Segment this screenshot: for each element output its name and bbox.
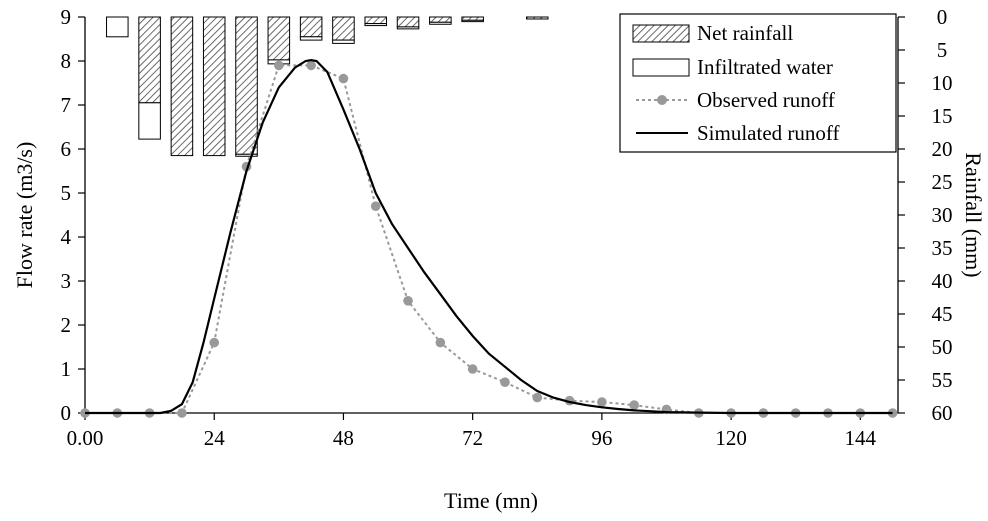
y2-tick-label: 45 [932, 302, 953, 326]
net-rainfall-bar [267, 16, 291, 61]
y-tick-label: 0 [61, 401, 72, 425]
legend: Net rainfall Infiltrated water Observed … [619, 13, 897, 153]
observed-runoff-point [467, 364, 478, 374]
infiltrated-water-bar [396, 26, 420, 30]
legend-swatch-infiltrated-water [632, 58, 690, 77]
simulated-runoff-line [85, 58, 893, 415]
net-rainfall-bar [525, 16, 549, 20]
x-axis-title: Time (mn) [444, 488, 538, 513]
observed-runoff-line [85, 64, 893, 414]
observed-runoff-point [435, 337, 446, 348]
net-rainfall-bar [332, 16, 355, 41]
legend-swatch-net-rainfall [632, 24, 690, 43]
y2-tick-label: 40 [932, 269, 953, 293]
y2-tick-label: 60 [932, 401, 953, 425]
y2-tick-label: 10 [932, 71, 953, 95]
x-tick-label: 24 [204, 426, 226, 450]
x-tick-label: 72 [462, 426, 483, 450]
net-rainfall-bar [364, 16, 388, 25]
y-tick-label: 1 [61, 357, 72, 381]
y2-tick-label: 35 [932, 236, 953, 260]
y-tick-label: 7 [61, 93, 72, 117]
observed-runoff-point [403, 296, 413, 306]
y-tick-label: 2 [61, 313, 72, 337]
net-rainfall-bar [138, 16, 161, 104]
infiltrated-water-bar [364, 23, 388, 27]
observed-runoff-point [177, 408, 187, 418]
observed-runoff-point [209, 337, 220, 348]
x-tick-label: 48 [333, 426, 354, 450]
observed-runoff-point [532, 392, 543, 403]
observed-runoff-point [597, 397, 607, 407]
net-rainfall-bar [396, 16, 420, 28]
y2-axis-title: Rainfall (mm) [961, 152, 986, 277]
net-rainfall-bar [235, 16, 258, 155]
y-axis-ticks: 0 1 2 3 4 5 6 7 8 9 [61, 5, 85, 425]
net-rainfall-bar [202, 16, 226, 157]
observed-runoff-point [887, 408, 898, 418]
y-tick-label: 6 [61, 137, 72, 161]
x-tick-label: 96 [591, 426, 612, 450]
x-tick-label: 120 [715, 426, 747, 450]
legend-label-simulated-runoff: Simulated runoff [697, 121, 840, 145]
rainfall-bars [106, 16, 549, 157]
y-tick-label: 8 [61, 49, 72, 73]
y2-tick-label: 55 [932, 368, 953, 392]
legend-label-observed-runoff: Observed runoff [697, 88, 835, 112]
infiltrated-water-bar [429, 21, 452, 25]
net-rainfall-bar [170, 16, 194, 157]
net-rainfall-bar [299, 16, 323, 38]
observed-runoff-point [274, 60, 284, 71]
x-tick-label: 0.00 [67, 426, 104, 450]
y-tick-label: 3 [61, 269, 72, 293]
legend-label-infiltrated-water: Infiltrated water [697, 55, 833, 79]
infiltrated-water-bar [332, 39, 355, 44]
infiltrated-water-bar [138, 102, 161, 140]
x-tick-label: 144 [845, 426, 877, 450]
infiltrated-water-bar [299, 36, 323, 41]
runoff-series [80, 58, 898, 418]
observed-runoff-point [370, 201, 381, 211]
y-axis-title: Flow rate (m3/s) [12, 142, 37, 289]
infiltrated-water-bar [461, 19, 484, 23]
legend-label-net-rainfall: Net rainfall [697, 21, 793, 45]
observed-runoff-point [500, 377, 510, 388]
y-tick-label: 9 [61, 5, 72, 29]
y2-axis-ticks: 0 5 10 15 20 25 30 35 40 45 50 55 60 [898, 5, 953, 425]
y2-tick-label: 50 [932, 335, 953, 359]
legend-marker-observed-runoff [657, 95, 667, 105]
y2-tick-label: 25 [932, 170, 953, 194]
y2-tick-label: 0 [937, 5, 948, 29]
y-tick-label: 4 [61, 225, 72, 249]
infiltrated-water-bar [235, 153, 258, 157]
observed-runoff-point [338, 73, 349, 84]
y2-tick-label: 20 [932, 137, 953, 161]
infiltrated-water-bar [106, 16, 129, 38]
x-axis-ticks: 0.00 24 48 72 96 120 144 [67, 413, 877, 450]
y2-tick-label: 15 [932, 104, 953, 128]
y2-tick-label: 5 [937, 38, 948, 62]
y-tick-label: 5 [61, 181, 72, 205]
y2-tick-label: 30 [932, 203, 953, 227]
net-rainfall-bar [429, 16, 452, 23]
observed-runoff-point [306, 60, 316, 71]
observed-runoff-point [629, 400, 639, 410]
